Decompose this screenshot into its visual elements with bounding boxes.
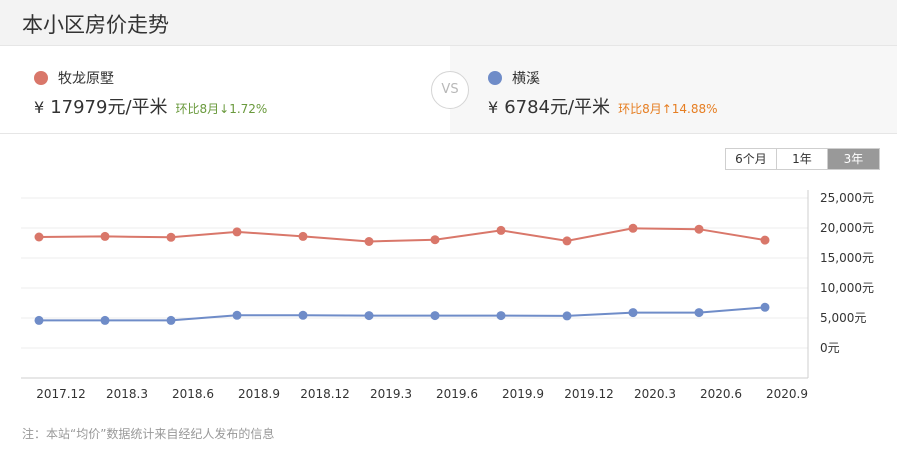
data-point (298, 310, 308, 320)
x-tick-label: 2020.9 (766, 387, 808, 401)
data-point (430, 311, 440, 321)
series-line (38, 227, 766, 243)
average-price: 6784元/平米 (504, 97, 611, 118)
data-point (34, 232, 44, 242)
currency-symbol: ¥ (488, 98, 499, 117)
x-tick-label: 2018.9 (238, 387, 280, 401)
price-trend-card: 牧龙原墅 ¥17979元/平米 环比8月↓1.72% VS 横溪 ¥6784元/平… (0, 45, 897, 461)
average-price: 17979元/平米 (50, 97, 168, 118)
estate-name: 牧龙原墅 (58, 71, 114, 87)
footnote: 注：本站“均价”数据统计来自经纪人发布的信息 (22, 427, 275, 441)
series-line (39, 306, 766, 322)
data-point (100, 315, 110, 325)
y-tick-label: 15,000元 (820, 251, 874, 265)
legend-dot-icon (34, 71, 48, 85)
y-tick-label: 0元 (820, 341, 840, 355)
data-point (298, 231, 308, 241)
vs-badge: VS (431, 71, 469, 109)
x-tick-label: 2019.12 (564, 387, 614, 401)
data-point (166, 232, 176, 242)
price-trend-chart: 25,000元 20,000元 15,000元 10,000元 5,000元 0元 2017… (21, 190, 874, 401)
data-point (364, 311, 374, 321)
tab-3-years[interactable]: 3年 (828, 149, 879, 169)
legend-dot-icon (488, 71, 502, 85)
data-point (694, 224, 704, 234)
data-point (430, 235, 440, 245)
data-point (166, 315, 176, 325)
x-tick-label: 2018.12 (300, 387, 350, 401)
tab-1-year[interactable]: 1年 (777, 149, 828, 169)
data-point (694, 308, 704, 318)
data-point (34, 315, 44, 325)
data-point (628, 223, 638, 233)
x-tick-label: 2019.9 (502, 387, 544, 401)
month-on-month-change: 环比8月↓1.72% (175, 102, 268, 116)
x-tick-label: 2018.3 (106, 387, 148, 401)
month-on-month-change: 环比8月↑14.88% (618, 102, 718, 116)
y-tick-label: 25,000元 (820, 191, 874, 205)
currency-symbol: ¥ (34, 98, 45, 117)
y-tick-label: 20,000元 (820, 221, 874, 235)
data-point (232, 310, 242, 320)
estate-name: 横溪 (512, 71, 540, 87)
y-tick-label: 10,000元 (820, 281, 874, 295)
data-point (562, 236, 572, 246)
data-point (760, 302, 770, 312)
y-tick-label: 5,000元 (820, 311, 866, 325)
x-tick-label: 2017.12 (36, 387, 86, 401)
x-tick-label: 2020.3 (634, 387, 676, 401)
comparison-bar: 牧龙原墅 ¥17979元/平米 环比8月↓1.72% VS 横溪 ¥6784元/平… (0, 46, 897, 134)
data-point (496, 311, 506, 321)
time-range-tabs: 6个月 1年 3年 (725, 148, 880, 170)
data-point (232, 227, 242, 237)
data-point (100, 231, 110, 241)
x-tick-label: 2019.6 (436, 387, 478, 401)
data-point (562, 311, 572, 321)
page-title: 本小区房价走势 (22, 13, 169, 37)
x-tick-label: 2020.6 (700, 387, 742, 401)
x-tick-label: 2018.6 (172, 387, 214, 401)
data-point (760, 235, 770, 245)
data-point (628, 308, 638, 318)
x-tick-label: 2019.3 (370, 387, 412, 401)
price-row: ¥6784元/平米 环比8月↑14.88% (488, 93, 718, 119)
price-row: ¥17979元/平米 环比8月↓1.72% (34, 93, 267, 119)
data-point (364, 237, 374, 246)
tab-6-months[interactable]: 6个月 (726, 149, 777, 169)
data-point (496, 225, 506, 235)
comparison-right-panel (450, 46, 897, 133)
